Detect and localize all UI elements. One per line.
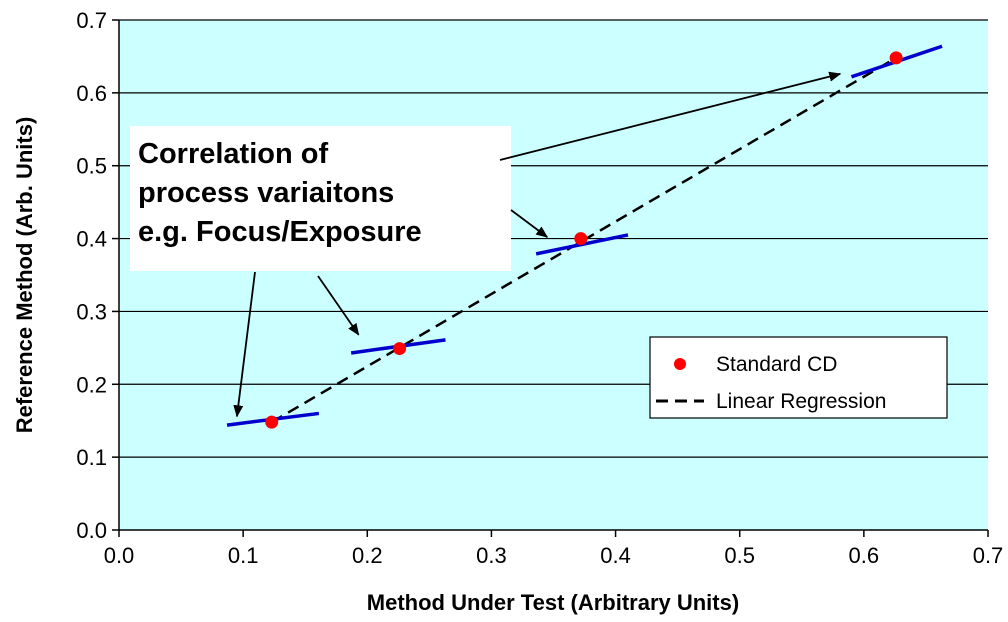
- y-tick-label-0: 0.0: [76, 518, 107, 543]
- y-tick-label-5: 0.5: [76, 154, 107, 179]
- annotation-arrow-0: [233, 271, 256, 418]
- x-tick-label-0: 0.0: [104, 543, 135, 568]
- x-tick-label-7: 0.7: [973, 543, 1004, 568]
- y-tick-label-7: 0.7: [76, 8, 107, 33]
- data-point-2: [574, 232, 588, 246]
- y-axis-title: Reference Method (Arb. Units): [12, 117, 37, 434]
- annotation-line-1: Correlation of: [138, 138, 328, 170]
- y-tick-label-4: 0.4: [76, 227, 107, 252]
- y-tick-label-6: 0.6: [76, 81, 107, 106]
- annotation-arrow-3: [499, 71, 842, 161]
- x-tick-label-1: 0.1: [228, 543, 259, 568]
- x-tick-label-3: 0.3: [476, 543, 507, 568]
- y-tick-label-3: 0.3: [76, 299, 107, 324]
- data-point-1: [393, 342, 407, 356]
- annotation-box: [130, 126, 511, 271]
- data-point-0: [265, 415, 279, 429]
- legend-box: [649, 336, 948, 419]
- x-tick-label-6: 0.6: [849, 543, 880, 568]
- annotation-arrow-1: [317, 275, 360, 336]
- data-point-3: [889, 51, 903, 65]
- y-tick-label-1: 0.1: [76, 445, 107, 470]
- data-points: [265, 51, 903, 429]
- legend-label-linear-regression: Linear Regression: [716, 390, 886, 413]
- x-tick-label-2: 0.2: [352, 543, 383, 568]
- x-tick-label-4: 0.4: [600, 543, 631, 568]
- y-tick-label-2: 0.2: [76, 372, 107, 397]
- x-axis-title: Method Under Test (Arbitrary Units): [367, 590, 739, 615]
- x-tick-label-5: 0.5: [724, 543, 755, 568]
- annotation-line-3: e.g. Focus/Exposure: [138, 216, 422, 248]
- annotation-arrows: [233, 71, 842, 418]
- x-ticks: 0.0 0.1 0.2 0.3 0.4 0.5 0.6 0.7: [104, 530, 1004, 568]
- plot-area: [119, 20, 988, 530]
- y-ticks: 0.0 0.1 0.2 0.3 0.4 0.5 0.6 0.7: [76, 8, 119, 543]
- legend-label-standard-cd: Standard CD: [716, 353, 837, 376]
- annotation-arrow-2: [510, 209, 549, 238]
- legend-marker-standard-cd: [674, 358, 686, 370]
- annotation-line-2: process variaitons: [138, 177, 394, 209]
